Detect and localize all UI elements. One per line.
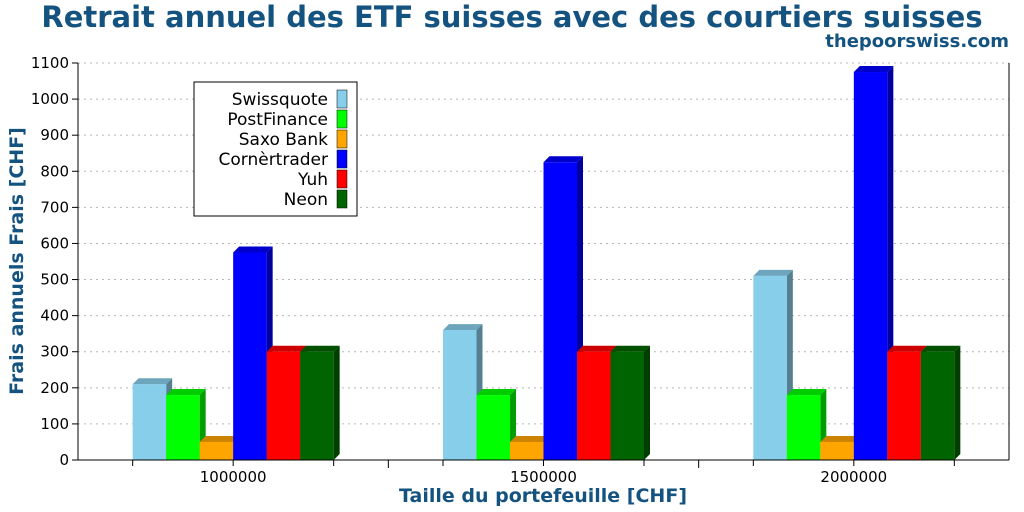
bar-swissquote [443, 324, 483, 460]
bars [132, 66, 961, 460]
bar-yuh [887, 345, 927, 460]
bar-neon [300, 345, 340, 460]
bar-top [233, 246, 273, 253]
bar-top [543, 156, 583, 163]
y-tick-label: 300 [40, 343, 69, 361]
bar-front [610, 351, 644, 460]
x-tick-labels: 1000000 1500000 2000000 [200, 468, 887, 486]
legend-swatch [336, 129, 348, 149]
bar-front [820, 441, 854, 460]
legend-label: Saxo Bank [239, 130, 328, 150]
legend-item: Neon [284, 189, 348, 210]
y-tick-label: 400 [40, 307, 69, 325]
legend-swatch [336, 89, 348, 109]
y-tick-label: 0 [59, 451, 69, 469]
x-tick-label: 1000000 [200, 468, 267, 486]
bar-front [132, 384, 167, 460]
bar-front [166, 395, 200, 460]
bar-front [443, 330, 477, 460]
y-tick-label: 500 [40, 271, 69, 289]
bar-front [543, 162, 577, 460]
bar-front [577, 351, 611, 460]
bar-front [853, 72, 888, 460]
bar-side [333, 345, 340, 460]
bar-front [266, 351, 301, 460]
y-tick-label: 600 [40, 234, 69, 252]
y-axis-label: Frais annuels Frais [CHF] [6, 127, 28, 395]
chart-title: Retrait annuel des ETF suisses avec des … [41, 0, 982, 34]
legend-item: Cornèrtrader [219, 149, 348, 170]
x-tick-label: 2000000 [820, 468, 887, 486]
y-tick-labels: 0 100 200 300 400 500 600 700 800 900 1000 1100 [31, 54, 69, 469]
legend-item: PostFinance [227, 109, 348, 130]
bar-top [786, 389, 827, 396]
bar-front [920, 351, 955, 460]
bar-top [610, 345, 650, 352]
legend-label: Cornèrtrader [219, 150, 329, 170]
bar-neon [610, 345, 650, 460]
y-tick-label: 200 [40, 379, 69, 397]
bar-top [132, 378, 173, 385]
y-tick-label: 900 [40, 126, 69, 144]
chart-subtitle: thepoorswiss.com [825, 31, 1009, 52]
legend-label: PostFinance [227, 110, 328, 130]
bar-side [644, 345, 650, 460]
bar-top [266, 345, 307, 352]
legend-item: Yuh [297, 169, 348, 190]
y-tick-label: 1000 [31, 90, 69, 108]
bar-front [476, 395, 510, 460]
bar-front [199, 441, 234, 460]
x-tick-label: 1500000 [510, 468, 577, 486]
bar-top [476, 389, 516, 396]
legend-item: Swissquote [232, 89, 348, 110]
bar-top [443, 324, 483, 331]
bar-front [887, 351, 921, 460]
bar-top [510, 435, 550, 442]
bar-side [954, 345, 961, 460]
bar-top [199, 435, 240, 442]
bar-postfinance [786, 389, 827, 460]
bar-front [786, 395, 821, 460]
axes [72, 62, 1010, 468]
legend-item: Saxo Bank [239, 129, 348, 150]
bar-top [887, 345, 927, 352]
legend-label: Swissquote [232, 90, 328, 110]
bar-front [510, 441, 544, 460]
bar-postfinance [476, 389, 516, 460]
legend-label: Yuh [297, 170, 328, 190]
legend-swatch [336, 149, 348, 169]
bar-neon [920, 345, 961, 460]
bar-swissquote [753, 269, 793, 460]
legend-box [193, 81, 358, 217]
y-tick-label: 100 [40, 415, 69, 433]
y-tick-label: 700 [40, 198, 69, 216]
bar-top [920, 345, 961, 352]
bar-front [233, 252, 267, 460]
bar-top [820, 435, 860, 442]
y-tick-label: 1100 [31, 54, 69, 72]
bar-front [753, 275, 787, 460]
x-axis-label: Taille du portefeuille [CHF] [399, 485, 687, 507]
bar-top [577, 345, 617, 352]
legend-swatch [336, 189, 348, 209]
legend-swatch [336, 109, 348, 129]
bar-top [753, 269, 793, 276]
bar-front [300, 351, 334, 460]
legend-label: Neon [284, 190, 328, 210]
y-tick-label: 800 [40, 162, 69, 180]
legend-swatch [336, 169, 348, 189]
bar-top [166, 389, 206, 396]
bar-top [853, 66, 894, 73]
bar-top [300, 345, 340, 352]
